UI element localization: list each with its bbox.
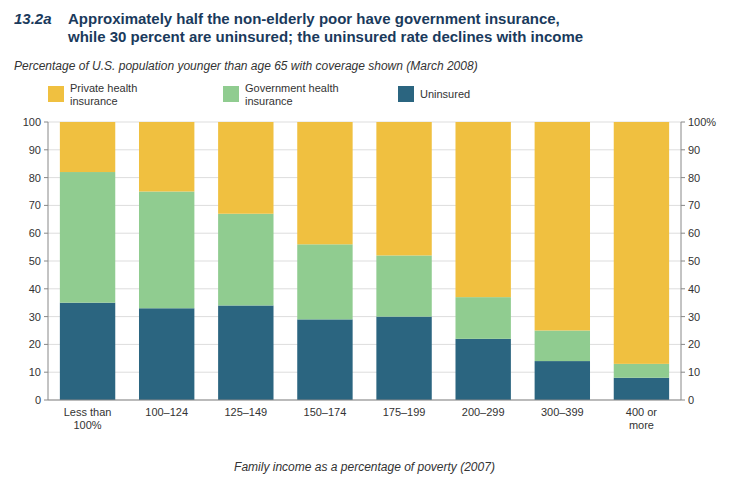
legend-swatch: [223, 86, 239, 102]
y-tick: [44, 400, 48, 401]
x-tick-label: 400 ormore: [626, 406, 658, 431]
y-tick-label: 80: [29, 172, 41, 184]
y2-tick-label: 20: [688, 338, 700, 350]
bar-segment: [455, 339, 510, 400]
x-tick-label: 100–124: [145, 406, 188, 418]
y2-tick-label: 10: [688, 366, 700, 378]
legend-label: Government healthinsurance: [245, 82, 339, 107]
y-tick-label: 30: [29, 311, 41, 323]
x-tick-label: 300–399: [541, 406, 584, 418]
y2-tick: [681, 233, 685, 234]
y2-tick: [681, 149, 685, 150]
bar-segment: [614, 122, 669, 364]
y-tick-label: 60: [29, 227, 41, 239]
y2-tick-label: 40: [688, 283, 700, 295]
y2-tick: [681, 261, 685, 262]
chart: 13.2a Approximately half the non-elderly …: [0, 0, 733, 487]
y-tick: [44, 372, 48, 373]
y2-tick-label: 60: [688, 227, 700, 239]
bar-segment: [139, 122, 194, 192]
y-tick: [44, 344, 48, 345]
bar-segment: [218, 122, 273, 214]
bar-segment: [376, 255, 431, 316]
y-tick: [44, 316, 48, 317]
y2-tick: [681, 316, 685, 317]
y2-tick: [681, 288, 685, 289]
grid: [48, 122, 681, 400]
x-tick-label: 125–149: [224, 406, 267, 418]
bar-segment: [455, 122, 510, 297]
bar-segment: [297, 122, 352, 244]
y-tick-label: 70: [29, 199, 41, 211]
y-tick: [44, 261, 48, 262]
bar-segment: [139, 308, 194, 400]
bar-segment: [614, 364, 669, 378]
y2-tick-label: 90: [688, 144, 700, 156]
bar-segment: [60, 303, 115, 400]
bar-segment: [614, 378, 669, 400]
x-tick-label: 200–299: [462, 406, 505, 418]
axes: 0 10 20 30 40 50 60 70 80 90 100 0 10 20 30 40 50 60 70 80 9…: [23, 116, 717, 431]
x-tick-label: 150–174: [304, 406, 347, 418]
y-tick-label: 20: [29, 338, 41, 350]
y2-tick-label: 0: [688, 394, 694, 406]
y-tick: [44, 233, 48, 234]
bars: [60, 122, 669, 400]
bar-segment: [60, 172, 115, 303]
bar-segment: [535, 331, 590, 362]
grid-line: [48, 400, 681, 401]
legend-label: Uninsured: [420, 88, 470, 100]
bar-segment: [139, 192, 194, 309]
x-axis-label: Family income as a percentage of poverty…: [234, 460, 495, 474]
bar-segment: [376, 317, 431, 400]
y-tick-label: 40: [29, 283, 41, 295]
y2-tick: [681, 400, 685, 401]
title-number: 13.2a: [14, 10, 52, 27]
y2-tick: [681, 122, 685, 123]
y-tick: [44, 177, 48, 178]
bar-segment: [376, 122, 431, 255]
y-tick-label: 50: [29, 255, 41, 267]
bar-segment: [455, 297, 510, 339]
y-tick: [44, 288, 48, 289]
y2-tick: [681, 177, 685, 178]
title-group: 13.2a Approximately half the non-elderly …: [14, 10, 583, 45]
y2-tick: [681, 205, 685, 206]
y2-tick: [681, 344, 685, 345]
y-tick: [44, 122, 48, 123]
bar-segment: [297, 244, 352, 319]
bar-segment: [297, 319, 352, 400]
legend-label: Private healthinsurance: [70, 82, 137, 107]
y-tick-label: 90: [29, 144, 41, 156]
y2-tick-label: 30: [688, 311, 700, 323]
legend-swatch: [48, 86, 64, 102]
bar-segment: [60, 122, 115, 172]
bar-segment: [535, 122, 590, 331]
y-tick: [44, 205, 48, 206]
y-tick: [44, 149, 48, 150]
y2-tick-label: 80: [688, 172, 700, 184]
bar-segment: [218, 214, 273, 306]
title: Approximately half the non-elderly poor …: [67, 10, 583, 45]
y2-tick: [681, 372, 685, 373]
x-tick-label: 175–199: [383, 406, 426, 418]
bar-segment: [218, 305, 273, 400]
y-tick-label: 10: [29, 366, 41, 378]
legend-swatch: [398, 86, 414, 102]
y-tick-label: 100: [23, 116, 41, 128]
subtitle: Percentage of U.S. population younger th…: [14, 59, 478, 73]
x-tick-label: Less than100%: [64, 406, 112, 431]
x-axis-line: [48, 400, 681, 401]
y2-tick-label: 50: [688, 255, 700, 267]
y2-tick-label: 70: [688, 199, 700, 211]
legend: Private healthinsurance Government health…: [48, 82, 470, 107]
y-tick-label: 0: [35, 394, 41, 406]
bar-segment: [535, 361, 590, 400]
y2-tick-label: 100%: [688, 116, 716, 128]
